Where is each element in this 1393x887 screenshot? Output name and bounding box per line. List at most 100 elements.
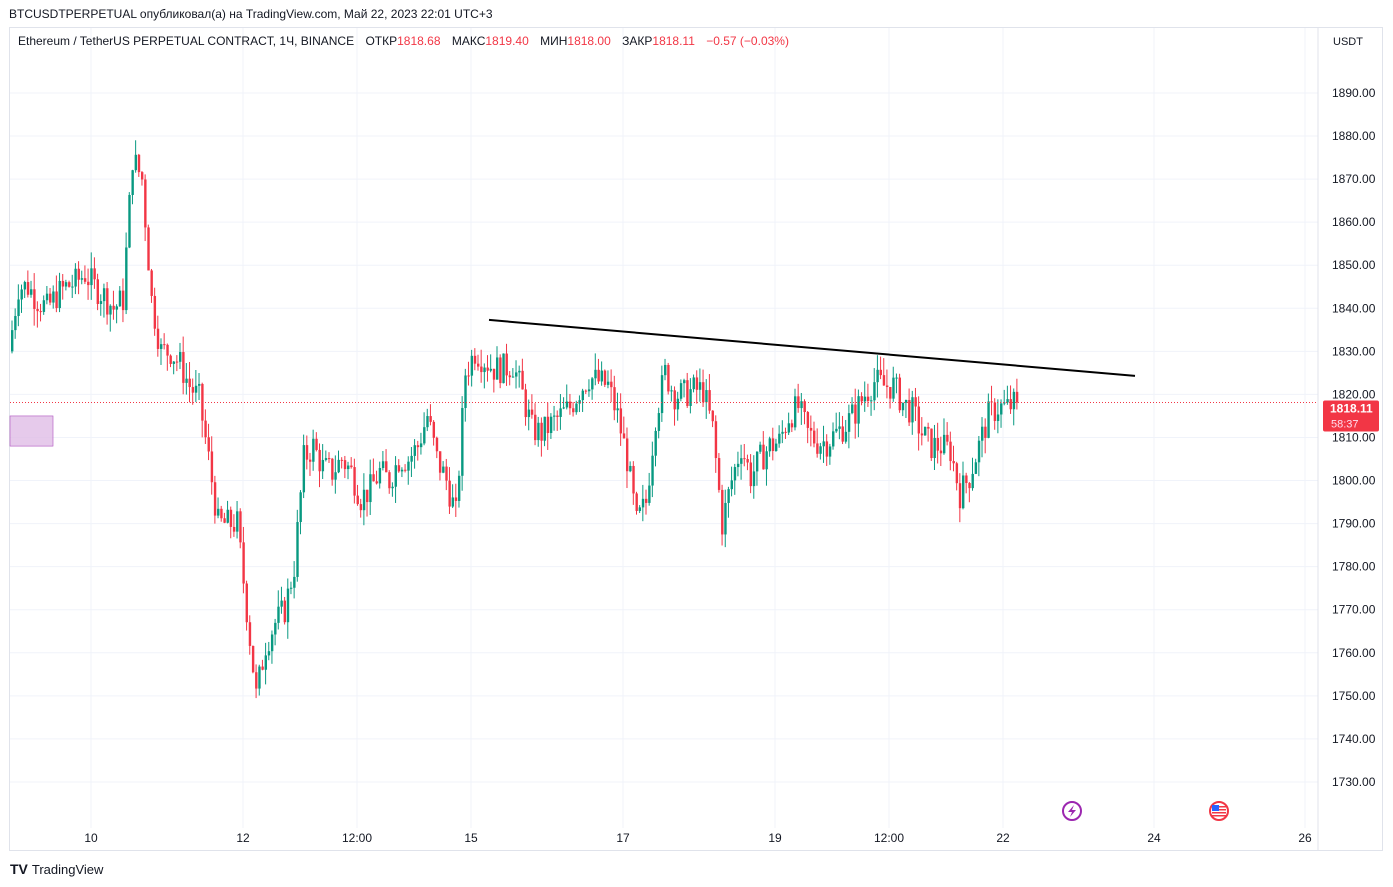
- candle: [121, 278, 125, 323]
- candle-body: [99, 301, 103, 304]
- candle: [312, 429, 315, 471]
- candle: [844, 419, 848, 444]
- candle: [321, 444, 325, 480]
- candle-body: [578, 400, 581, 404]
- candle-body: [933, 437, 936, 459]
- candle: [87, 268, 90, 300]
- candle-body: [391, 486, 394, 489]
- candle: [61, 274, 65, 300]
- candle: [49, 287, 52, 306]
- candle: [866, 383, 870, 407]
- candle-body: [667, 364, 670, 392]
- candle: [36, 301, 39, 328]
- candle-body: [52, 291, 55, 303]
- candle-body: [426, 416, 429, 428]
- candle: [476, 354, 480, 371]
- candle: [245, 580, 248, 631]
- candle: [825, 434, 829, 466]
- candle-body: [112, 305, 115, 310]
- candle: [876, 355, 879, 398]
- candle-body: [518, 370, 521, 373]
- range-box: [9, 415, 54, 447]
- candle-body: [619, 408, 623, 434]
- candle: [898, 373, 901, 413]
- candle-body: [473, 355, 477, 364]
- candle-body: [375, 481, 378, 484]
- candle-body: [11, 330, 14, 352]
- candle: [102, 283, 106, 318]
- candle-body: [23, 282, 27, 290]
- candle: [549, 413, 553, 439]
- candle-body: [895, 377, 898, 379]
- candle-body: [755, 451, 759, 472]
- y-tick-label: 1860.00: [1332, 215, 1376, 229]
- candle-body: [337, 459, 340, 473]
- candle: [334, 455, 337, 494]
- candle: [90, 252, 93, 300]
- candle: [892, 366, 895, 402]
- candle-body: [584, 390, 588, 392]
- y-tick-label: 1870.00: [1332, 172, 1376, 186]
- candle: [23, 280, 27, 299]
- candle-body: [305, 445, 309, 460]
- candle: [442, 461, 445, 474]
- candle-body: [752, 471, 756, 487]
- candle: [150, 268, 153, 303]
- candle-body: [914, 397, 917, 407]
- candle-body: [816, 443, 819, 454]
- low-value: 1818.00: [567, 34, 611, 48]
- candle: [125, 232, 128, 315]
- candle: [416, 440, 420, 461]
- candle-body: [673, 390, 676, 410]
- candle-body: [302, 445, 306, 493]
- tradingview-logo[interactable]: TV TradingView: [10, 861, 103, 877]
- candle-body: [721, 489, 724, 535]
- candle: [96, 273, 99, 311]
- candle-body: [527, 409, 531, 418]
- candle-body: [343, 460, 347, 470]
- candle-body: [958, 483, 962, 509]
- candle-body: [289, 587, 293, 589]
- candle-body: [762, 444, 765, 470]
- candle: [55, 275, 58, 313]
- candle-body: [530, 409, 534, 415]
- candle: [816, 428, 819, 458]
- candle: [534, 403, 537, 446]
- candle-body: [733, 467, 737, 481]
- candle-body: [981, 426, 984, 441]
- candle-body: [451, 497, 455, 507]
- candle: [299, 490, 302, 535]
- candle-body: [635, 493, 638, 511]
- candle: [781, 420, 784, 444]
- candle-body: [702, 382, 705, 403]
- candle: [83, 265, 87, 285]
- candle: [981, 417, 984, 458]
- y-tick-label: 1760.00: [1332, 646, 1376, 660]
- candle: [58, 272, 61, 313]
- candle: [654, 427, 657, 467]
- candle: [42, 295, 46, 315]
- candle: [270, 630, 274, 664]
- candle: [14, 308, 17, 339]
- candle-body: [39, 311, 42, 313]
- candle-body: [581, 390, 584, 401]
- candle-body: [217, 508, 220, 516]
- candle: [832, 422, 835, 450]
- candle-body: [144, 179, 147, 228]
- candle-body: [140, 172, 144, 180]
- y-tick-label: 1810.00: [1332, 430, 1376, 444]
- y-tick-label: 1840.00: [1332, 301, 1376, 315]
- candle-body: [505, 353, 508, 376]
- candle-body: [296, 522, 299, 577]
- candle: [917, 396, 921, 451]
- candle-body: [1012, 391, 1016, 410]
- candle: [223, 512, 226, 524]
- candle: [404, 464, 407, 473]
- y-tick-label: 1770.00: [1332, 603, 1376, 617]
- candle: [489, 354, 493, 373]
- candle-body: [1009, 399, 1012, 410]
- candle: [492, 368, 496, 393]
- candle-body: [255, 672, 258, 689]
- candle-body: [727, 489, 730, 503]
